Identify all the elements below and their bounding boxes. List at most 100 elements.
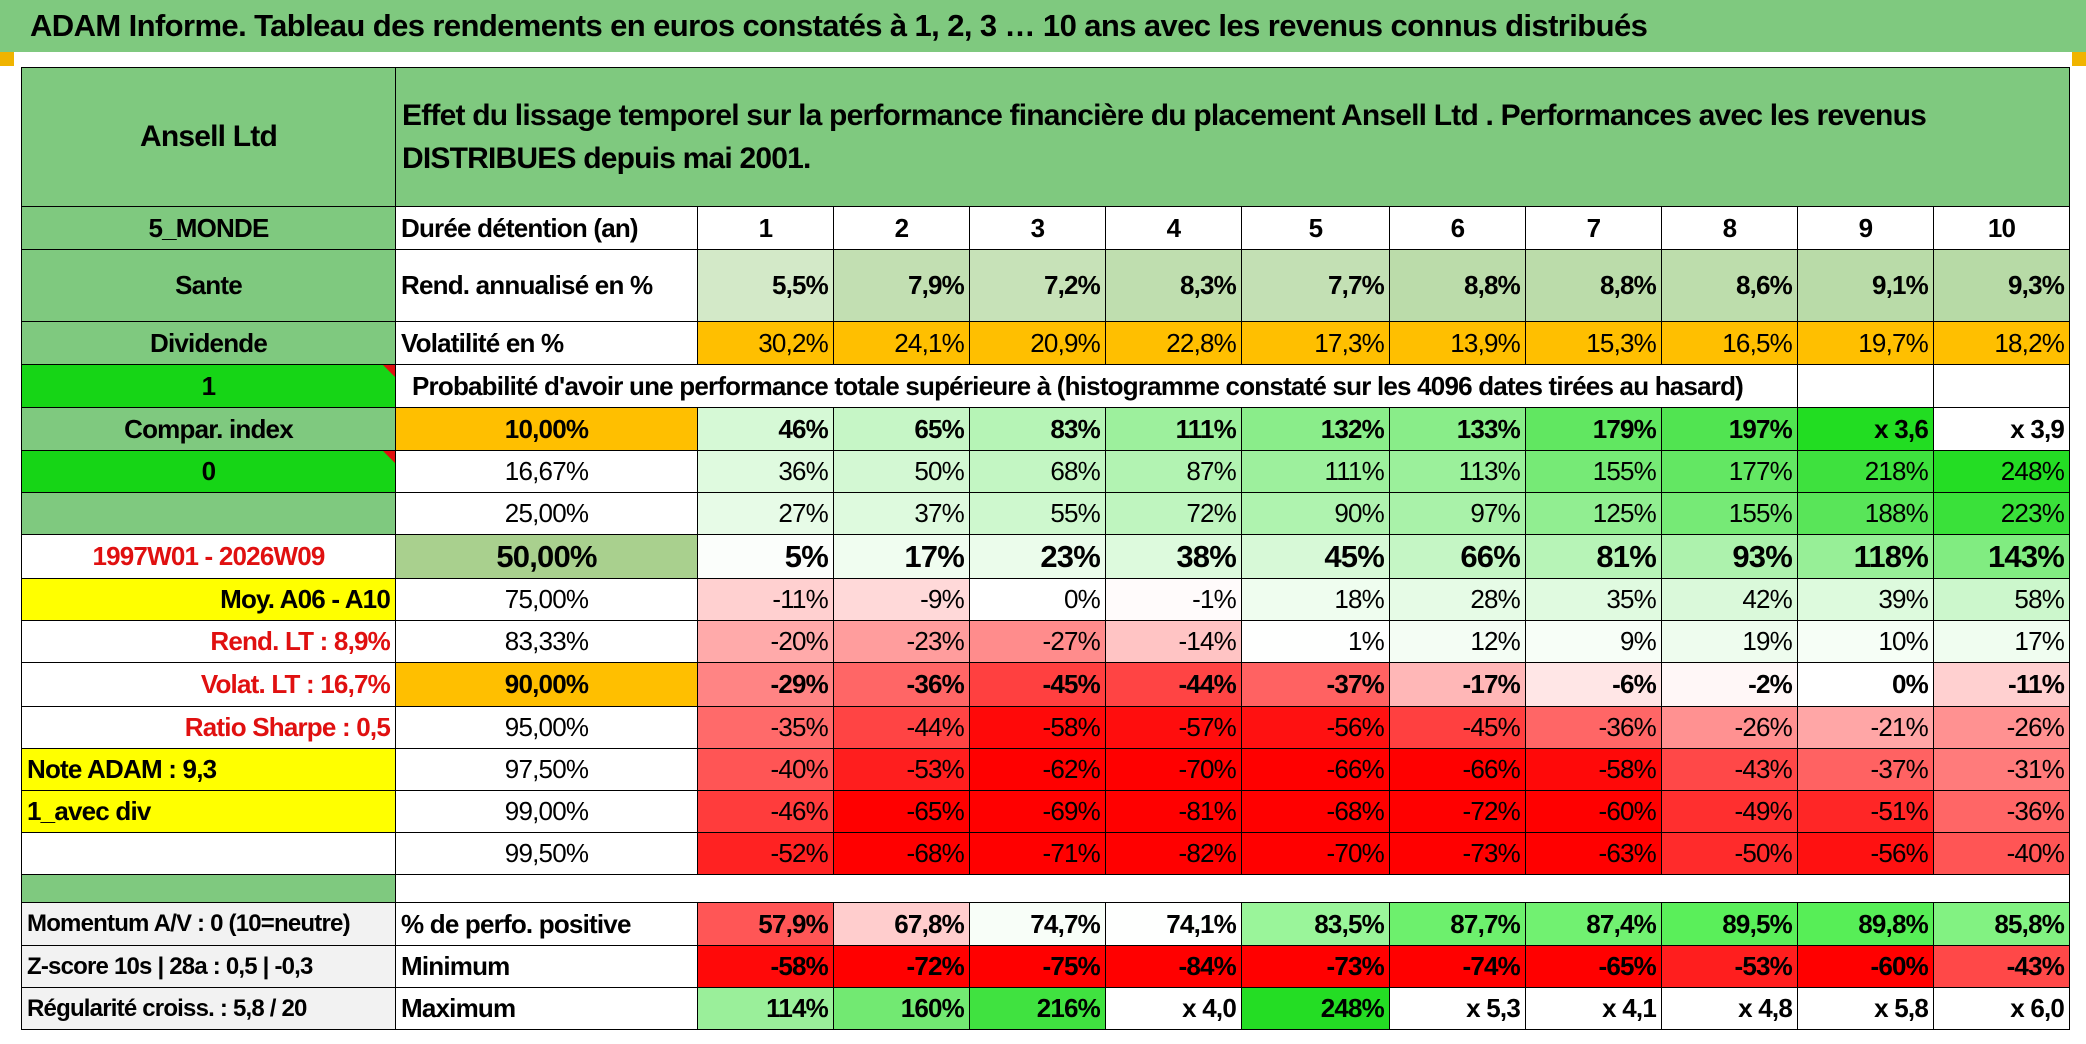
- quantile-cell: 179%: [1525, 407, 1662, 451]
- quantile-cell: -37%: [1797, 748, 1934, 791]
- percentile-label: 10,00%: [395, 407, 698, 451]
- minimum-cell: -75%: [969, 945, 1106, 988]
- year-header: 10: [1932, 206, 2071, 250]
- quantile-row: Moy. A06 - A10 75,00% -11% -9% 0% -1% 18% 28% 35…: [21, 578, 2071, 621]
- quantile-cell: 87%: [1105, 450, 1242, 493]
- quantile-cell: 143%: [1932, 534, 2071, 579]
- year-header: 6: [1389, 206, 1526, 250]
- div-label: 1_avec div: [21, 790, 396, 833]
- quantile-cell: -26%: [1932, 706, 2071, 749]
- period-label: 1997W01 - 2026W09: [21, 534, 396, 579]
- maximum-cell: 216%: [969, 987, 1106, 1030]
- zone-label: 5_MONDE: [21, 206, 396, 250]
- quantile-cell: 37%: [833, 492, 970, 535]
- quantile-cell: -73%: [1389, 832, 1526, 875]
- quantile-cell: -36%: [833, 662, 970, 707]
- quantile-cell: 72%: [1105, 492, 1242, 535]
- quantile-cell: 132%: [1241, 407, 1390, 451]
- quantile-cell: -9%: [833, 578, 970, 621]
- quantile-row: Note ADAM : 9,3 97,50% -40% -53% -62% -70% -66…: [21, 748, 2071, 791]
- quantile-cell: -26%: [1661, 706, 1798, 749]
- quantile-cell: -17%: [1389, 662, 1526, 707]
- minimum-cell: -72%: [833, 945, 970, 988]
- quantile-cell: -45%: [969, 662, 1106, 707]
- quantile-row: 0 16,67% 36% 50% 68% 87% 111% 113% 155% 177% 218% 2…: [21, 450, 2071, 493]
- quantile-cell: -35%: [697, 706, 834, 749]
- quantile-cell: -31%: [1932, 748, 2071, 791]
- maximum-label: Maximum: [395, 987, 698, 1030]
- quantile-cell: -45%: [1389, 706, 1526, 749]
- spacer-cell: [394, 874, 2071, 903]
- empty-side-cell: [21, 832, 396, 875]
- positive-cell: 85,8%: [1932, 902, 2071, 946]
- quantile-cell: 50%: [833, 450, 970, 493]
- rendement-row: Sante Rend. annualisé en % 5,5% 7,9% 7,2…: [21, 249, 2071, 322]
- quantile-cell: -49%: [1661, 790, 1798, 833]
- quantile-cell: 12%: [1389, 620, 1526, 663]
- percentile-label: 16,67%: [395, 450, 698, 493]
- quantile-cell: -44%: [833, 706, 970, 749]
- report-title: ADAM Informe. Tableau des rendements en …: [0, 0, 2086, 52]
- quantile-cell: -1%: [1105, 578, 1242, 621]
- maximum-cell: x 5,3: [1389, 987, 1526, 1030]
- quantile-cell: -57%: [1105, 706, 1242, 749]
- quantile-cell: 42%: [1661, 578, 1798, 621]
- quantile-cell: 35%: [1525, 578, 1662, 621]
- compar-index-value[interactable]: 0: [21, 450, 396, 493]
- minimum-cell: -65%: [1525, 945, 1662, 988]
- maximum-cell: x 4,1: [1525, 987, 1662, 1030]
- rendement-cell: 8,6%: [1661, 249, 1798, 322]
- volatility-row: Dividende Volatilité en % 30,2% 24,1% 20…: [21, 321, 2071, 365]
- corner-marker: [2072, 52, 2086, 66]
- positive-cell: 83,5%: [1241, 902, 1390, 946]
- momentum-label: Momentum A/V : 0 (10=neutre): [21, 902, 396, 946]
- year-header: 4: [1105, 206, 1242, 250]
- quantile-cell: 97%: [1389, 492, 1526, 535]
- positive-cell: 57,9%: [697, 902, 834, 946]
- quantile-cell: -56%: [1797, 832, 1934, 875]
- rendement-cell: 9,1%: [1797, 249, 1934, 322]
- positive-label: % de perfo. positive: [395, 902, 698, 946]
- rendement-cell: 7,9%: [833, 249, 970, 322]
- positive-row: Momentum A/V : 0 (10=neutre) % de perfo.…: [21, 902, 2071, 946]
- quantile-cell: 90%: [1241, 492, 1390, 535]
- quantile-cell: -44%: [1105, 662, 1242, 707]
- quantile-cell: -46%: [697, 790, 834, 833]
- spacer-cell: [21, 874, 396, 903]
- percentile-label: 25,00%: [395, 492, 698, 535]
- duration-label: Durée détention (an): [395, 206, 698, 250]
- percentile-label: 90,00%: [395, 662, 698, 707]
- positive-cell: 74,7%: [969, 902, 1106, 946]
- percentile-label: 99,00%: [395, 790, 698, 833]
- year-header: 1: [697, 206, 834, 250]
- index-flag-cell[interactable]: 1: [21, 364, 396, 408]
- quantile-cell: 38%: [1105, 534, 1242, 579]
- quantile-cell: 68%: [969, 450, 1106, 493]
- zscore-label: Z-score 10s | 28a : 0,5 | -0,3: [21, 945, 396, 988]
- quantile-cell: -70%: [1241, 832, 1390, 875]
- quantile-cell: 93%: [1661, 534, 1798, 579]
- quantile-cell: x 3,6: [1797, 407, 1934, 451]
- quantile-cell: -82%: [1105, 832, 1242, 875]
- volatility-cell: 20,9%: [969, 321, 1106, 365]
- rendement-cell: 5,5%: [697, 249, 834, 322]
- percentile-label: 75,00%: [395, 578, 698, 621]
- maximum-cell: x 6,0: [1932, 987, 2071, 1030]
- quantile-cell: 5%: [697, 534, 834, 579]
- quantile-cell: -36%: [1932, 790, 2071, 833]
- quantile-cell: -52%: [697, 832, 834, 875]
- maximum-cell: x 4,0: [1105, 987, 1242, 1030]
- quantile-cell: -60%: [1525, 790, 1662, 833]
- volatility-cell: 24,1%: [833, 321, 970, 365]
- volatility-cell: 16,5%: [1661, 321, 1798, 365]
- quantile-cell: -51%: [1797, 790, 1934, 833]
- minimum-cell: -53%: [1661, 945, 1798, 988]
- maximum-cell: x 4,8: [1661, 987, 1798, 1030]
- rendement-cell: 8,8%: [1525, 249, 1662, 322]
- maximum-row: Régularité croiss. : 5,8 / 20 Maximum 11…: [21, 987, 2071, 1030]
- quantile-cell: 111%: [1105, 407, 1242, 451]
- minimum-cell: -43%: [1932, 945, 2071, 988]
- positive-cell: 74,1%: [1105, 902, 1242, 946]
- volatility-cell: 22,8%: [1105, 321, 1242, 365]
- maximum-cell: 114%: [697, 987, 834, 1030]
